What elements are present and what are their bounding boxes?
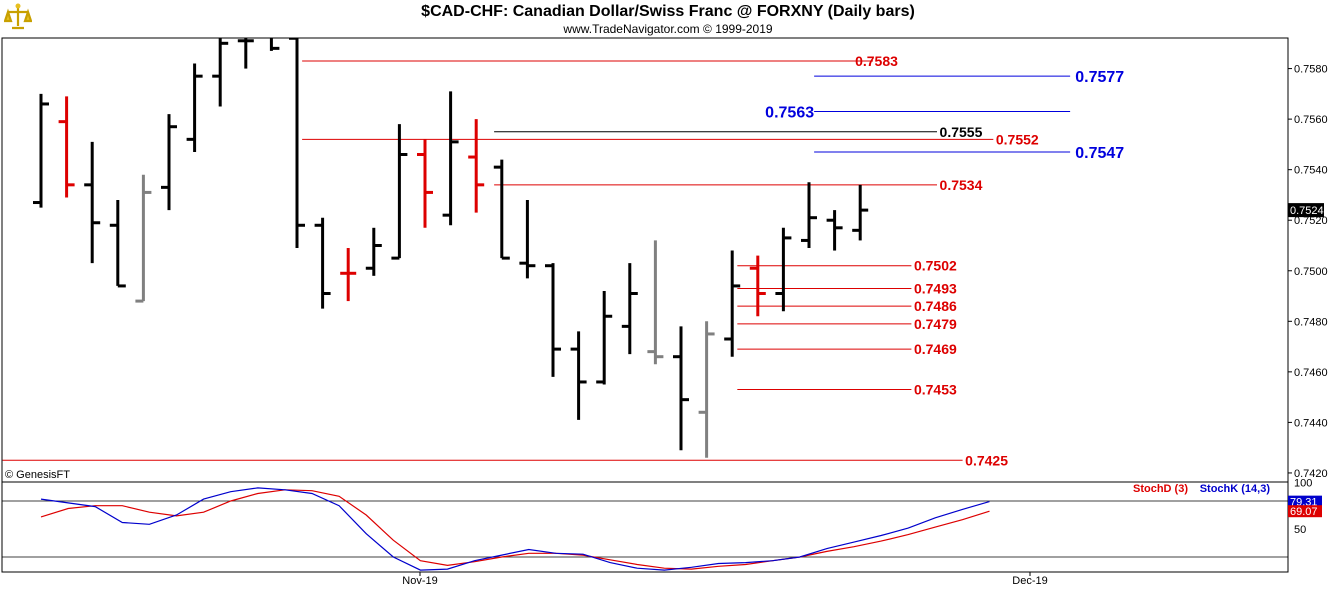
level-label-11: 0.7469 [914,341,957,357]
chart-subtitle: www.TradeNavigator.com © 1999-2019 [563,22,773,36]
ohlc-bar-15 [417,139,433,228]
ohlc-bar-8 [237,38,254,69]
ohlc-bar-22 [596,290,613,385]
ohlc-bar-10 [289,38,305,249]
y-tick-label-3: 0.7480 [1294,316,1328,328]
stoch-tick-label-1: 50 [1294,524,1306,536]
y-tick-label-6: 0.7540 [1294,165,1328,177]
last-price-box [1288,203,1324,218]
ohlc-bar-32 [852,184,869,241]
stoch-d-value: 69.07 [1290,506,1318,518]
level-label-13: 0.7425 [965,452,1008,468]
price-axis: 0.74200.74400.74600.74800.75000.75200.75… [1288,64,1328,480]
ohlc-bar-25 [673,326,689,451]
ohlc-bar-5 [161,114,177,211]
chart-title: $CAD-CHF: Canadian Dollar/Swiss Franc @ … [421,3,915,20]
ohlc-bar-6 [186,63,203,152]
stoch-k-value-box [1288,495,1322,508]
y-tick-label-4: 0.7500 [1294,266,1328,278]
genesis-logo-icon [3,2,33,32]
ohlc-bar-18 [493,159,510,260]
ohlc-bar-30 [801,182,817,249]
level-label-8: 0.7493 [914,280,957,296]
legend-stoch-k: StochK (14,3) [1200,483,1271,495]
ohlc-bar-21 [570,331,587,420]
level-label-4: 0.7552 [996,131,1039,147]
ohlc-bar-24 [647,240,664,365]
legend-stoch-d: StochD (3) [1133,483,1188,495]
x-tick-label-0: Nov-19 [402,575,437,587]
level-label-3: 0.7555 [940,124,983,140]
ohlc-bar-17 [468,119,485,213]
level-label-10: 0.7479 [914,316,957,332]
ohlc-bar-31 [826,210,843,251]
y-tick-label-5: 0.7520 [1294,215,1328,227]
stoch-tick-label-0: 100 [1294,477,1312,489]
ohlc-bar-0 [33,93,49,208]
date-axis: Nov-19 Dec-19 [402,572,1048,587]
x-tick-label-1: Dec-19 [1012,575,1047,587]
level-label-7: 0.7502 [914,258,957,274]
ohlc-bar-3 [109,200,126,288]
level-label-12: 0.7453 [914,382,957,398]
chart-frame: © GenesisFT [1,37,1289,573]
stoch-line-stoch_k [40,487,990,571]
plot-border [1,37,1289,573]
ohlc-bar-19 [519,200,536,279]
ohlc-bar-27 [724,250,741,357]
level-label-6: 0.7534 [940,177,983,193]
y-tick-label-7: 0.7560 [1294,114,1328,126]
level-label-9: 0.7486 [914,298,957,314]
level-label-1: 0.7577 [1075,69,1124,86]
ohlc-bar-28 [749,255,766,317]
ohlc-bar-26 [698,321,715,458]
ohlc-bar-23 [621,263,638,355]
ohlc-bar-12 [340,248,357,302]
ohlc-bar-29 [775,227,792,312]
stoch-line-stoch_d [40,489,990,570]
ohlc-bar-9 [269,38,280,51]
ohlc-bar-1 [58,96,75,198]
ohlc-bar-7 [212,38,229,107]
ohlc-bar-4 [135,174,152,303]
y-tick-label-0: 0.7420 [1294,468,1328,480]
ohlc-bar-13 [365,227,382,276]
level-label-0: 0.7583 [855,53,898,69]
watermark-label: © GenesisFT [5,469,70,481]
ohlc-bar-14 [391,124,408,260]
level-label-5: 0.7547 [1075,145,1124,162]
level-label-2: 0.7563 [765,105,814,122]
y-tick-label-2: 0.7460 [1294,367,1328,379]
price-levels: 0.7583 0.7577 0.7563 0.7555 0.7552 0.7547 0.75… [2,53,1124,468]
y-tick-label-8: 0.7580 [1294,64,1328,76]
ohlc-bar-20 [545,263,561,377]
price-bars [33,38,869,458]
ohlc-bar-16 [442,91,459,226]
ohlc-bar-2 [84,141,101,264]
y-tick-label-1: 0.7440 [1294,417,1328,429]
ohlc-bar-11 [314,217,331,309]
last-price-label: 0.7524 [1290,205,1324,217]
stoch-d-value-box [1288,505,1322,518]
